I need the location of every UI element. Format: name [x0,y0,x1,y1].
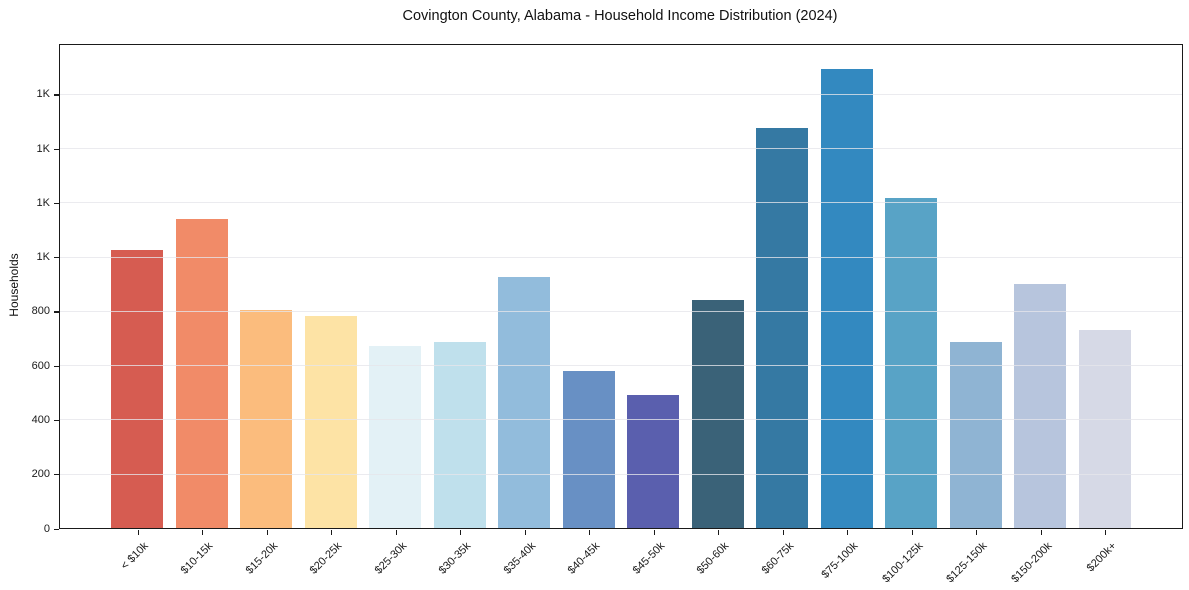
bar-< $10k [111,249,164,528]
y-tick-label: 1K [36,88,50,101]
x-tick-mark [395,530,397,535]
y-tick-mark [54,202,59,205]
gridline [60,310,1182,312]
bar-$20-25k [304,316,357,528]
x-tick-label: $25-30k [372,540,410,577]
bar-$40-45k [562,370,615,528]
gridline [60,202,1182,204]
y-tick-label: 1K [36,196,50,209]
x-tick-label: $15-20k [243,540,281,577]
x-tick-mark [589,530,591,535]
y-tick-mark [54,148,59,150]
x-tick-label: $20-25k [308,540,345,577]
x-tick-label: $30-35k [437,540,474,577]
y-tick-label: 1K [36,142,50,155]
gridline [60,419,1182,421]
x-tick-mark [137,530,139,535]
x-tick-mark [1105,530,1107,535]
bar-$60-75k [756,127,809,528]
y-tick-label: 200 [31,468,50,481]
y-tick-mark [54,474,59,476]
x-tick-label: $10-15k [179,540,216,577]
x-tick-mark [524,530,526,535]
x-tick-label: $40-45k [566,540,603,577]
chart-title: Covington County, Alabama - Household In… [402,8,838,24]
y-tick-label: 400 [31,413,50,426]
x-tick-mark [782,530,784,535]
x-tick-label: $100-125k [879,540,926,586]
bar-$125-150k [949,342,1002,528]
y-tick-label: 0 [43,522,50,535]
y-tick-mark [54,311,59,313]
x-tick-mark [976,530,978,535]
x-tick-mark [653,530,655,535]
plot-area [59,44,1183,529]
x-tick-label: $150-200k [1008,540,1055,586]
x-tick-label: $60-75k [759,540,797,577]
y-tick-mark [54,365,59,367]
x-tick-label: $50-60k [695,540,732,577]
y-tick-mark [54,94,59,96]
gridline [60,256,1182,258]
bar-$10-15k [175,218,228,528]
x-tick-label: < $10k [119,540,152,573]
x-tick-label: $75-100k [819,540,861,581]
bar-$35-40k [498,277,551,528]
bar-$25-30k [369,346,422,528]
gridline [60,93,1182,95]
x-tick-mark [1040,530,1042,535]
x-tick-mark [460,530,462,535]
x-tick-label: $200k+ [1084,540,1119,575]
x-tick-mark [847,530,849,535]
bar-$50-60k [691,300,744,528]
bar-$45-50k [627,395,680,528]
y-tick-mark [54,257,59,259]
bar-$15-20k [240,309,293,528]
y-tick-label: 1K [36,251,50,264]
gridline [60,473,1182,475]
x-tick-mark [331,530,333,535]
bar-$200k+ [1078,329,1131,528]
bar-$75-100k [820,69,873,528]
x-tick-mark [718,530,720,535]
bar-$100-125k [885,198,938,528]
gridline [60,148,1182,150]
bar-$30-35k [433,342,486,528]
y-tick-mark [54,528,59,530]
y-tick-label: 800 [31,305,50,318]
x-tick-mark [911,530,913,535]
x-tick-label: $125-150k [944,540,990,586]
x-tick-label: $45-50k [630,540,668,577]
gridline [60,365,1182,367]
y-tick-mark [54,419,59,422]
bar-$150-200k [1014,283,1067,528]
x-tick-mark [266,530,268,535]
x-tick-label: $35-40k [501,540,539,577]
x-tick-mark [202,530,204,535]
y-tick-label: 600 [31,359,50,372]
